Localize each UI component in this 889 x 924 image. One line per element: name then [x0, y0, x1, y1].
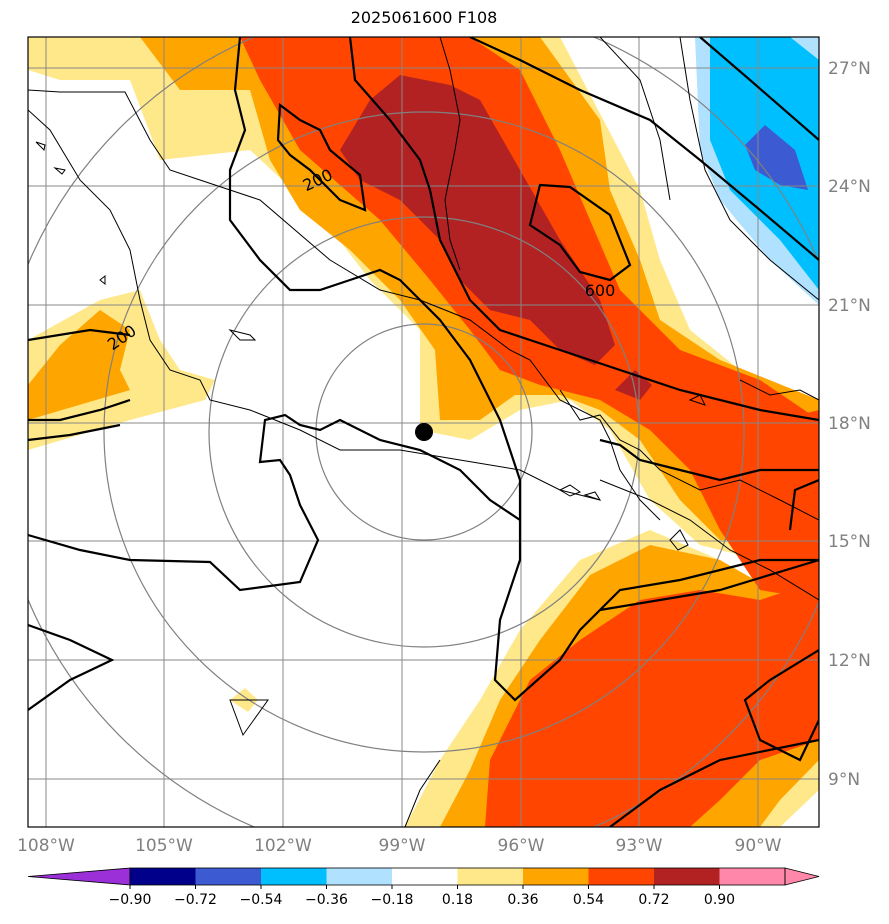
colorbar-tick-label: −0.90: [109, 892, 152, 908]
lat-label: 9°N: [828, 770, 860, 790]
map-title: 2025061600 F108: [350, 8, 498, 27]
colorbar-cell: [326, 868, 393, 885]
colorbar-ticks: −0.90 −0.72 −0.54 −0.36 −0.18 0.18 0.36 0.54 0.7…: [109, 885, 735, 908]
colorbar-tick-label: 0.36: [507, 892, 538, 908]
range-rings: [28, 37, 819, 827]
lat-label: 21°N: [828, 296, 871, 316]
longitude-labels: 108°W 105°W 102°W 99°W 96°W 93°W 90°W: [17, 836, 782, 856]
colorbar-tick-label: 0.90: [704, 892, 735, 908]
colorbar-tick-label: −0.72: [174, 892, 217, 908]
lat-label: 18°N: [828, 414, 871, 434]
map-frame: [27, 36, 820, 828]
colorbar-tick-label: 0.72: [638, 892, 669, 908]
lon-label: 90°W: [735, 836, 782, 856]
shade-darkred: [340, 75, 615, 365]
lon-label: 99°W: [379, 836, 426, 856]
lon-label: 108°W: [17, 836, 75, 856]
colorbar-tick-label: −0.36: [305, 892, 348, 908]
colorbar-cell: [654, 868, 720, 885]
colorbar-tick-label: −0.54: [240, 892, 283, 908]
graticule: [28, 37, 819, 827]
center-marker: [415, 423, 433, 441]
lon-label: 102°W: [254, 836, 312, 856]
colorbar-tick-label: 0.54: [573, 892, 604, 908]
colorbar-cell: [130, 868, 196, 885]
shade-blue: [745, 125, 808, 190]
coastlines: [28, 37, 819, 827]
colorbar-extend-high: [784, 867, 820, 886]
contour-lines: [28, 37, 819, 827]
lat-label: 27°N: [828, 59, 871, 79]
filled-contours: [28, 37, 819, 827]
map-plot-area: 200 200 600: [28, 37, 819, 827]
colorbar-cell: [261, 868, 327, 885]
colorbar-tick-label: −0.18: [371, 892, 414, 908]
lon-label: 105°W: [135, 836, 193, 856]
contour-label: 600: [585, 281, 616, 300]
lat-label: 15°N: [828, 532, 871, 552]
lon-label: 96°W: [498, 836, 545, 856]
colorbar-cell: [392, 868, 458, 885]
colorbar: −0.90 −0.72 −0.54 −0.36 −0.18 0.18 0.36 0.54 0.7…: [27, 867, 820, 908]
colorbar-cell: [523, 868, 589, 885]
colorbar-cells: [27, 867, 820, 886]
colorbar-cell: [588, 868, 655, 885]
colorbar-tick-label: 0.18: [442, 892, 473, 908]
shade-red-east: [740, 410, 819, 480]
shade-red-south: [485, 580, 819, 827]
colorbar-cell: [195, 868, 262, 885]
shade-yellow-west: [28, 290, 215, 450]
colorbar-cell: [457, 868, 524, 885]
latitude-labels: 27°N 24°N 21°N 18°N 15°N 12°N 9°N: [828, 59, 871, 790]
colorbar-cell: [719, 868, 786, 885]
shade-orange-west: [28, 310, 130, 420]
lat-label: 12°N: [828, 651, 871, 671]
colorbar-extend-low: [27, 867, 131, 886]
lon-label: 93°W: [616, 836, 663, 856]
lat-label: 24°N: [828, 177, 871, 197]
